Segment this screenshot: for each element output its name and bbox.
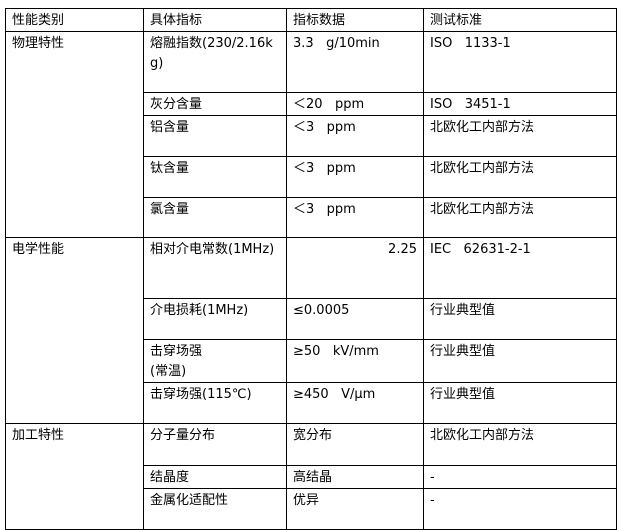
table-row: 结晶度 高结晶 - xyxy=(6,465,617,489)
table-row: 灰分含量 ＜20 ppm ISO 3451-1 xyxy=(6,92,617,116)
category-cell: 加工特性 xyxy=(5,423,144,530)
indicator-cell: 击穿场强 (常温) xyxy=(143,339,287,383)
value-cell: 宽分布 xyxy=(286,423,424,466)
standard-cell: - xyxy=(423,488,617,530)
standard-cell: 北欧化工内部方法 xyxy=(423,423,617,466)
standard-cell: 北欧化工内部方法 xyxy=(423,197,617,238)
standard-cell: ISO 1133-1 xyxy=(423,31,617,93)
standard-cell: 行业典型值 xyxy=(423,298,617,340)
standard-cell: 行业典型值 xyxy=(423,382,617,424)
table-row: 铝含量 ＜3 ppm 北欧化工内部方法 xyxy=(6,115,617,157)
indicator-cell: 钛含量 xyxy=(143,156,287,198)
header-value: 指标数据 xyxy=(286,8,424,32)
value-cell: ＜3 ppm xyxy=(286,156,424,198)
indicator-cell: 结晶度 xyxy=(143,465,287,489)
indicator-cell: 介电损耗(1MHz) xyxy=(143,298,287,340)
category-cell: 物理特性 xyxy=(5,31,144,238)
table-row: 击穿场强 (常温) ≥50 kV/mm 行业典型值 xyxy=(6,339,617,383)
table-row: 击穿场强(115℃) ≥450 V/μm 行业典型值 xyxy=(6,382,617,424)
category-cell: 电学性能 xyxy=(5,237,144,424)
properties-table: 性能类别 具体指标 指标数据 测试标准 物理特性 熔融指数(230/2.16kg… xyxy=(5,8,617,530)
value-cell: ≥450 V/μm xyxy=(286,382,424,424)
indicator-cell: 金属化适配性 xyxy=(143,488,287,530)
header-indicator: 具体指标 xyxy=(143,8,287,32)
header-row: 性能类别 具体指标 指标数据 测试标准 xyxy=(5,8,617,32)
table-row: 物理特性 熔融指数(230/2.16kg) 3.3 g/10min ISO 11… xyxy=(5,31,617,238)
header-category: 性能类别 xyxy=(5,8,144,32)
value-cell: 优异 xyxy=(286,488,424,530)
value-cell: 高结晶 xyxy=(286,465,424,489)
value-cell: ＜3 ppm xyxy=(286,197,424,238)
table-row: 电学性能 相对介电常数(1MHz) 2.25 IEC 62631-2-1 xyxy=(5,237,617,424)
value-cell: 3.3 g/10min xyxy=(286,31,424,93)
value-cell: ≤0.0005 xyxy=(286,298,424,340)
standard-cell: - xyxy=(423,465,617,489)
standard-cell: ISO 3451-1 xyxy=(423,92,617,116)
indicator-cell: 铝含量 xyxy=(143,115,287,157)
table-row: 介电损耗(1MHz) ≤0.0005 行业典型值 xyxy=(6,298,617,340)
value-cell: 2.25 xyxy=(286,237,424,299)
indicator-cell: 相对介电常数(1MHz) xyxy=(143,237,287,299)
header-standard: 测试标准 xyxy=(423,8,617,32)
standard-cell: 行业典型值 xyxy=(423,339,617,383)
standard-cell: 北欧化工内部方法 xyxy=(423,115,617,157)
indicator-cell: 灰分含量 xyxy=(143,92,287,116)
value-cell: ≥50 kV/mm xyxy=(286,339,424,383)
value-cell: ＜20 ppm xyxy=(286,92,424,116)
table-row: 钛含量 ＜3 ppm 北欧化工内部方法 xyxy=(6,156,617,198)
indicator-cell: 分子量分布 xyxy=(143,423,287,466)
table-row: 氯含量 ＜3 ppm 北欧化工内部方法 xyxy=(6,197,617,238)
standard-cell: 北欧化工内部方法 xyxy=(423,156,617,198)
indicator-cell: 氯含量 xyxy=(143,197,287,238)
table-row: 加工特性 分子量分布 宽分布 北欧化工内部方法 xyxy=(5,423,617,530)
standard-cell: IEC 62631-2-1 xyxy=(423,237,617,299)
indicator-cell: 熔融指数(230/2.16kg) xyxy=(143,31,287,93)
indicator-cell: 击穿场强(115℃) xyxy=(143,382,287,424)
value-cell: ＜3 ppm xyxy=(286,115,424,157)
